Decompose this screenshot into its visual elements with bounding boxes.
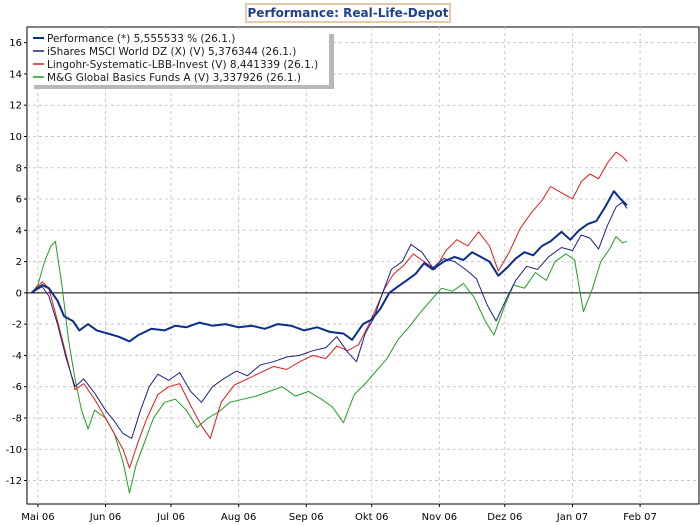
legend-label-4: M&G Global Basics Funds A (V) 3,337926 (…	[47, 72, 301, 84]
y-tick-label: 16	[9, 38, 22, 49]
x-tick-label: Feb 07	[623, 512, 657, 523]
legend-shadow-bottom	[34, 83, 334, 89]
series-line-4	[31, 236, 628, 494]
legend-label-1: Performance (*) 5,555533 % (26.1.)	[47, 33, 235, 45]
y-tick-label: 8	[16, 163, 22, 174]
y-tick-label: -8	[12, 413, 22, 424]
y-tick-label: -2	[12, 320, 22, 331]
y-tick-label: 6	[16, 195, 22, 206]
series-lines	[30, 151, 628, 494]
x-tick-label: Jan 07	[556, 512, 588, 523]
y-tick-label: -10	[6, 445, 22, 456]
y-tick-label: 0	[16, 288, 22, 299]
legend-label-2: iShares MSCI World DZ (X) (V) 5,376344 (…	[47, 46, 296, 58]
y-tick-label: -6	[12, 382, 22, 393]
y-tick-label: 2	[16, 257, 22, 268]
x-tick-label: Aug 06	[221, 512, 256, 523]
y-tick-label: 12	[9, 101, 22, 112]
legend-label-3: Lingohr-Systematic-LBB-Invest (V) 8,4413…	[47, 59, 318, 71]
plot-frame	[26, 26, 700, 505]
gridlines	[27, 27, 699, 504]
legend-items: Performance (*) 5,555533 % (26.1.)iShare…	[33, 33, 318, 84]
legend: Performance (*) 5,555533 % (26.1.)iShare…	[29, 29, 334, 89]
x-tick-label: Sep 06	[289, 512, 324, 523]
series-line-3	[31, 151, 628, 469]
y-tick-label: 10	[9, 132, 22, 143]
chart-title: Performance: Real-Life-Depot	[245, 3, 451, 23]
x-tick-label: Dez 06	[487, 512, 522, 523]
legend-shadow-right	[328, 34, 334, 89]
x-tick-label: Okt 06	[355, 512, 389, 523]
y-tick-label: 14	[9, 69, 22, 80]
x-axis-ticks: Mai 06 Jun 06 Jul 06 Aug 06 Sep 06 Okt 06 Nov …	[21, 504, 657, 523]
y-tick-label: -4	[12, 351, 22, 362]
y-tick-label: 4	[16, 226, 22, 237]
x-tick-label: Mai 06	[21, 512, 54, 523]
series-line-1	[30, 190, 628, 343]
y-tick-label: -12	[6, 476, 22, 487]
legend-background	[29, 29, 329, 85]
y-axis-ticks: -12 -10 -8 -6 -4 -2 0 2 4 6 8 10 12 14 16	[6, 38, 27, 487]
series-line-2	[31, 201, 628, 439]
x-tick-label: Jun 06	[89, 512, 122, 523]
x-tick-label: Jul 06	[156, 512, 185, 523]
x-tick-label: Nov 06	[422, 512, 457, 523]
